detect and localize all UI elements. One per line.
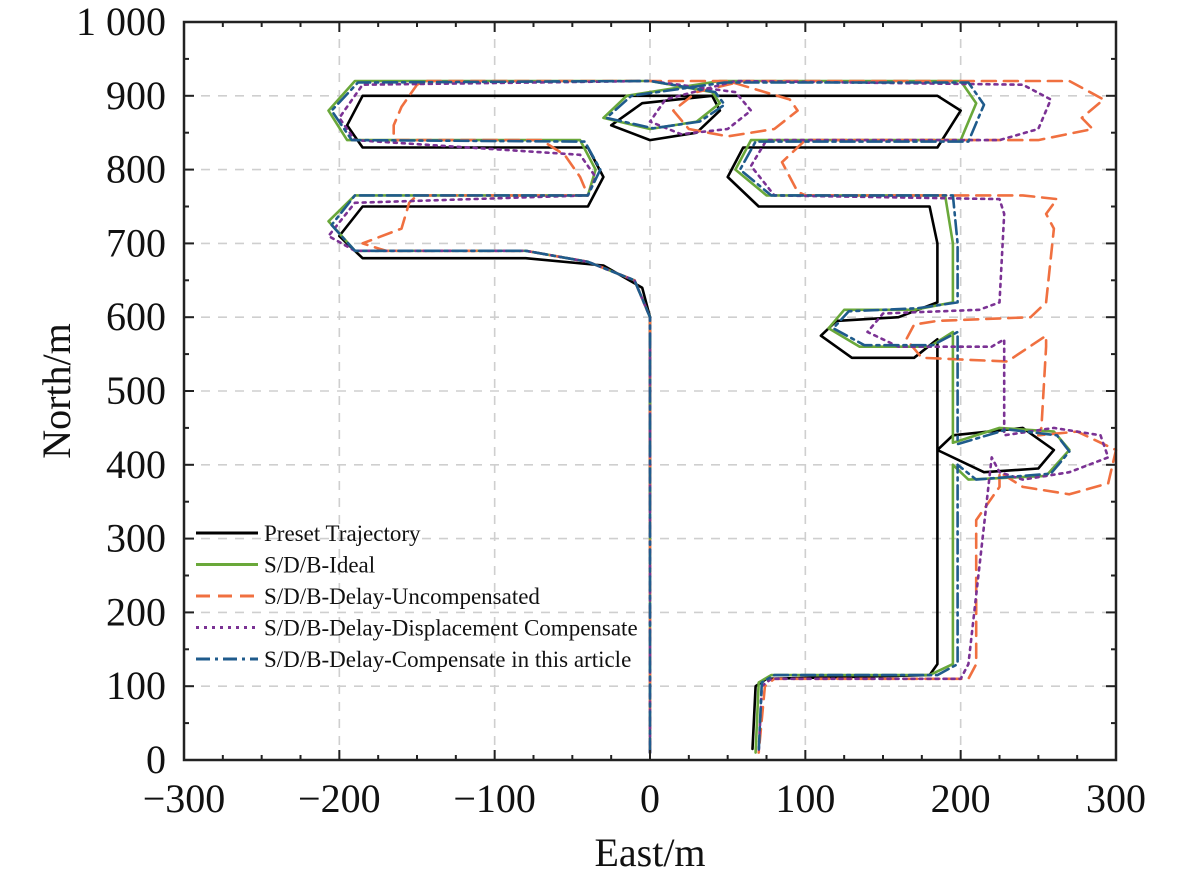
x-tick-label: 0	[640, 776, 660, 821]
y-tick-label: 100	[106, 663, 166, 708]
legend-label: S/D/B-Delay-Displacement Compensate	[264, 616, 638, 641]
x-tick-label: 300	[1086, 776, 1146, 821]
y-tick-label: 400	[106, 442, 166, 487]
y-tick-label: 500	[106, 368, 166, 413]
y-tick-label: 800	[106, 147, 166, 192]
y-tick-label: 300	[106, 516, 166, 561]
legend-label: Preset Trajectory	[264, 521, 421, 546]
y-tick-label: 700	[106, 220, 166, 265]
y-tick-label: 600	[106, 294, 166, 339]
legend-label: S/D/B-Delay-Compensate in this article	[264, 647, 631, 672]
y-tick-label: 200	[106, 589, 166, 634]
series-line-1	[338, 94, 1056, 751]
x-tick-label: −200	[298, 776, 381, 821]
series-layer	[327, 79, 1118, 754]
y-tick-label: 1 000	[76, 0, 166, 44]
y-tick-label: 900	[106, 73, 166, 118]
x-tick-label: −300	[143, 776, 226, 821]
x-tick-label: −100	[453, 776, 536, 821]
legend: Preset Trajectory S/D/B-Ideal S/D/B-Delay-…	[196, 521, 638, 672]
series-line-3	[361, 79, 1118, 754]
x-tick-label: 100	[775, 776, 835, 821]
legend-label: S/D/B-Delay-Uncompensated	[264, 584, 540, 609]
x-axis-title: East/m	[594, 830, 705, 875]
x-tick-label: 200	[931, 776, 991, 821]
y-axis-title: North/m	[34, 323, 79, 459]
series-line-5	[330, 79, 1071, 754]
y-tick-label: 0	[146, 737, 166, 782]
axes: −300 −200 −100 0 100 200 300 0 100 200 300 400 500 60…	[76, 0, 1146, 821]
legend-label: S/D/B-Ideal	[264, 553, 375, 578]
